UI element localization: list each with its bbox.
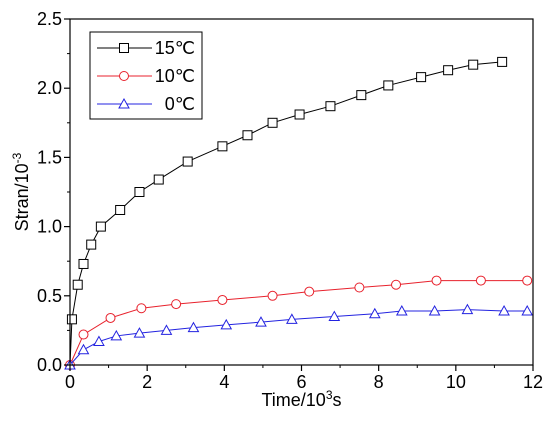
y-axis-title-base: Stran/10 bbox=[12, 163, 32, 231]
data-point bbox=[356, 90, 367, 101]
y-tick-label: 1.5 bbox=[37, 147, 62, 167]
data-point bbox=[72, 279, 83, 290]
y-tick-label: 2.0 bbox=[37, 78, 62, 98]
data-point bbox=[187, 321, 200, 333]
data-point bbox=[66, 314, 77, 325]
data-point bbox=[443, 65, 454, 76]
x-tick-label: 12 bbox=[523, 372, 543, 392]
x-tick-label: 10 bbox=[446, 372, 466, 392]
data-point bbox=[328, 310, 341, 322]
legend-marker bbox=[118, 97, 130, 109]
x-tick-label: 6 bbox=[296, 372, 306, 392]
data-point bbox=[95, 221, 106, 232]
data-point bbox=[391, 279, 402, 290]
data-point bbox=[182, 156, 193, 167]
x-tick-label: 0 bbox=[65, 372, 75, 392]
data-point bbox=[294, 109, 305, 120]
data-point bbox=[136, 303, 147, 314]
x-tick-label: 4 bbox=[219, 372, 229, 392]
data-point bbox=[255, 316, 267, 327]
legend-label: 0℃ bbox=[165, 94, 195, 114]
data-point bbox=[304, 286, 315, 297]
data-point bbox=[77, 343, 90, 355]
data-point bbox=[160, 324, 173, 335]
series-line bbox=[69, 280, 528, 366]
data-point bbox=[153, 174, 164, 185]
data-point bbox=[110, 329, 123, 341]
x-tick-label: 2 bbox=[142, 372, 152, 392]
data-point bbox=[475, 275, 486, 286]
legend-items: 15℃ 10℃ 0℃ bbox=[97, 38, 195, 114]
data-point bbox=[431, 275, 442, 286]
y-tick-label: 2.5 bbox=[37, 9, 62, 29]
data-point bbox=[171, 299, 182, 310]
data-point bbox=[78, 329, 89, 340]
y-axis-title: Stran/10-3 bbox=[10, 152, 32, 231]
data-point bbox=[242, 130, 253, 141]
data-point bbox=[522, 275, 533, 286]
data-point bbox=[461, 303, 474, 315]
legend-label: 10℃ bbox=[155, 66, 195, 86]
data-point bbox=[286, 313, 298, 324]
data-point bbox=[133, 327, 146, 338]
ticks-layer: 0 2 4 6 8 10 12 0.0 0.5 1.0 1.5 2.0 2.5 bbox=[37, 9, 543, 392]
data-point bbox=[267, 290, 278, 301]
data-point bbox=[115, 204, 126, 215]
y-tick-label: 0.0 bbox=[37, 355, 62, 375]
x-axis-title-suffix: s bbox=[333, 390, 342, 410]
data-point bbox=[368, 307, 381, 319]
legend-item: 10℃ bbox=[97, 66, 195, 86]
series-1 bbox=[65, 275, 533, 370]
data-point bbox=[498, 304, 510, 316]
data-point bbox=[354, 282, 365, 293]
x-axis-title-base: Time/10 bbox=[261, 390, 325, 410]
legend-item: 0℃ bbox=[97, 94, 195, 114]
series-layer bbox=[64, 56, 534, 370]
data-point bbox=[217, 141, 228, 152]
data-point bbox=[220, 318, 233, 330]
y-axis-title-sup: -3 bbox=[10, 152, 24, 163]
y-tick-label: 1.0 bbox=[37, 217, 62, 237]
data-point bbox=[497, 56, 508, 67]
series-2 bbox=[64, 303, 534, 370]
x-axis-title-sup: 3 bbox=[326, 388, 333, 402]
data-point bbox=[86, 239, 97, 250]
series-0 bbox=[66, 56, 508, 366]
x-axis-title: Time/103s bbox=[261, 388, 341, 410]
data-point bbox=[134, 187, 145, 197]
data-point bbox=[78, 258, 89, 269]
data-point bbox=[416, 72, 427, 83]
data-point bbox=[217, 294, 228, 305]
data-point bbox=[395, 304, 408, 316]
data-point bbox=[521, 304, 534, 316]
legend-item: 15℃ bbox=[97, 38, 195, 58]
x-tick-label: 8 bbox=[374, 372, 384, 392]
data-point bbox=[93, 335, 105, 346]
legend: 15℃ 10℃ 0℃ bbox=[89, 31, 203, 120]
data-point bbox=[383, 80, 394, 91]
y-tick-label: 0.5 bbox=[37, 286, 62, 306]
legend-marker bbox=[119, 71, 129, 81]
legend-marker bbox=[119, 43, 129, 53]
data-point bbox=[325, 101, 336, 112]
data-point bbox=[468, 59, 479, 70]
legend-label: 15℃ bbox=[155, 38, 195, 58]
data-point bbox=[428, 304, 441, 316]
data-point bbox=[267, 117, 278, 128]
data-point bbox=[105, 312, 116, 323]
